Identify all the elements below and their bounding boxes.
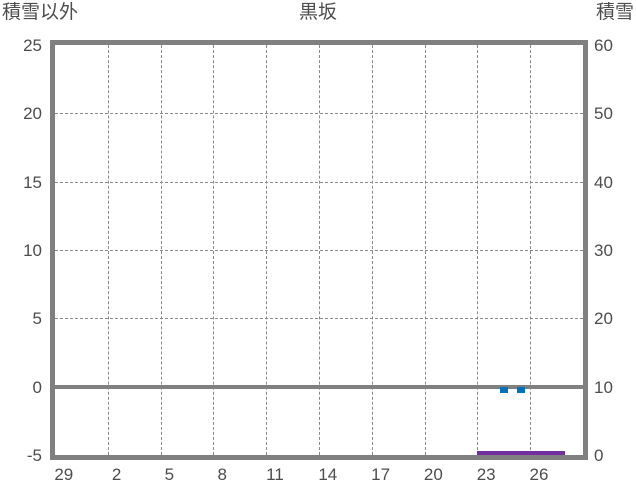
right-axis-tick-label: 0 [594,446,604,465]
x-axis-tick-label: 17 [371,465,391,484]
right-axis-tick-label: 20 [594,309,613,329]
x-axis-tick-label: 2 [111,465,122,484]
right-axis-tick-label: 30 [594,241,613,260]
right-axis-tick-label: 50 [594,104,613,124]
snow-depth-line [477,451,566,455]
left-axis-tick-label: 15 [23,172,42,192]
left-axis-tick-label: 5 [32,309,42,329]
horizontal-gridline [55,181,583,183]
x-axis-tick-label: 11 [266,465,284,484]
x-axis-tick-label: 8 [217,465,227,484]
x-axis-tick-label: 23 [476,465,496,484]
left-axis-tick-label: 25 [23,36,42,55]
left-axis-tick-label: -5 [26,446,42,465]
bar-other-than-snow [499,386,508,394]
horizontal-gridline [55,250,583,251]
right-axis-title: 積雪 [595,2,634,23]
zero-line [55,384,583,389]
left-axis-tick-label: 20 [23,104,42,124]
right-axis-tick-label: 40 [594,172,613,192]
x-axis-tick-label: 29 [54,465,74,484]
plot-area [55,45,583,455]
horizontal-gridline [55,318,583,320]
horizontal-gridline [55,113,583,115]
x-axis-tick-label: 14 [318,465,338,484]
x-axis-tick-label: 5 [164,465,175,484]
left-axis-tick-label: 0 [32,377,42,397]
right-axis-tick-label: 60 [594,36,613,55]
left-axis-title: 積雪以外 [2,2,79,23]
bar-other-than-snow [517,386,526,394]
x-axis-tick-label: 26 [529,465,549,484]
chart-title: 黒坂 [298,2,337,23]
right-axis-tick-label: 10 [594,377,613,397]
left-axis-tick-label: 10 [23,241,42,260]
x-axis-tick-label: 20 [423,465,443,484]
